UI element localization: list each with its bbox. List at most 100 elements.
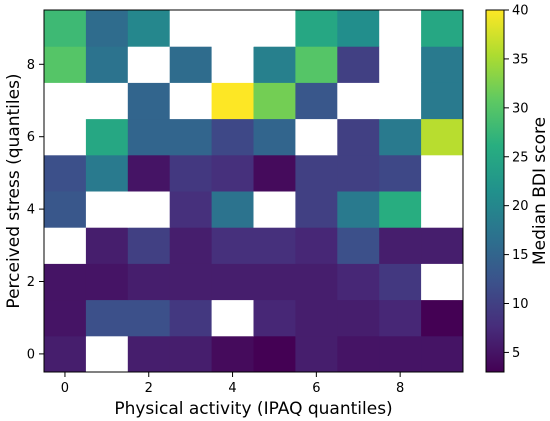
heatmap-cell (253, 335, 296, 373)
heatmap-cell (211, 299, 254, 337)
heatmap-cell (295, 227, 338, 264)
heatmap-cell (44, 82, 87, 120)
x-tick-label: 4 (228, 381, 236, 396)
heatmap-cell (421, 227, 464, 264)
heatmap-cell (421, 46, 464, 83)
colorbar-tick-label: 25 (512, 150, 529, 165)
heatmap-cell (295, 46, 338, 83)
heatmap-cell (169, 191, 213, 228)
heatmap-cell (253, 191, 296, 228)
heatmap-cell (169, 154, 213, 192)
heatmap-cell (337, 10, 380, 47)
heatmap-cell (295, 10, 338, 47)
colorbar (485, 9, 505, 373)
heatmap-cell (211, 263, 254, 301)
heatmap-cell (44, 154, 87, 192)
colorbar-tick-label: 15 (512, 248, 529, 263)
heatmap-cell (253, 46, 296, 83)
heatmap-cell (44, 263, 87, 301)
heatmap-cell (127, 227, 171, 264)
y-tick-label: 0 (27, 347, 35, 362)
colorbar-tick-label: 5 (512, 346, 520, 361)
colorbar-tick-label: 30 (512, 101, 529, 116)
heatmap-cell (379, 10, 422, 47)
heatmap-cell (44, 191, 87, 228)
heatmap-cell (169, 46, 213, 83)
heatmap-cell (337, 299, 380, 337)
heatmap-cell (379, 154, 422, 192)
heatmap-cell (169, 263, 213, 301)
colorbar-tick-label: 20 (512, 199, 529, 214)
y-axis-label: Perceived stress (quantiles) (4, 73, 24, 308)
heatmap-cell (253, 82, 296, 120)
heatmap-cell (127, 46, 171, 83)
x-axis-ticks: 0 2 4 6 8 (61, 372, 404, 396)
heatmap-cell (169, 82, 213, 120)
y-tick-label: 2 (27, 275, 35, 290)
heatmap-cell (337, 154, 380, 192)
heatmap-cells (44, 10, 464, 373)
heatmap-cell (211, 46, 254, 83)
heatmap-cell (379, 299, 422, 337)
heatmap-cell (337, 118, 380, 156)
colorbar-label: Median BDI score (530, 117, 550, 265)
y-tick-label: 4 (27, 203, 35, 218)
heatmap-cell (295, 263, 338, 301)
heatmap-cell (379, 46, 422, 83)
heatmap-cell (127, 263, 171, 301)
plot-frame (43, 9, 464, 373)
heatmap-cell (44, 335, 87, 373)
heatmap-cell (421, 118, 464, 156)
heatmap-cell (253, 299, 296, 337)
x-tick-label: 2 (145, 381, 153, 396)
heatmap-cell (295, 154, 338, 192)
x-tick-label: 8 (396, 381, 404, 396)
heatmap-cell (211, 82, 254, 120)
heatmap-cell (211, 118, 254, 156)
heatmap-cell (127, 299, 171, 337)
heatmap-cell (421, 263, 464, 301)
heatmap-cell (337, 191, 380, 228)
heatmap-cell (127, 10, 171, 47)
heatmap-cell (295, 118, 338, 156)
heatmap-cell (337, 227, 380, 264)
heatmap-cell (253, 118, 296, 156)
heatmap-cell (85, 82, 129, 120)
heatmap-cell (295, 335, 338, 373)
heatmap-cell (44, 118, 87, 156)
heatmap-cell (337, 335, 380, 373)
heatmap-cell (127, 118, 171, 156)
heatmap-cell (85, 10, 129, 47)
heatmap-cell (85, 335, 129, 373)
heatmap-cell (211, 10, 254, 47)
heatmap-cell (85, 118, 129, 156)
heatmap-cell (169, 10, 213, 47)
heatmap-cell (169, 299, 213, 337)
heatmap-cell (85, 46, 129, 83)
heatmap-cell (253, 154, 296, 192)
heatmap-cell (44, 299, 87, 337)
heatmap-cell (44, 10, 87, 47)
heatmap-cell (379, 227, 422, 264)
x-axis-label: Physical activity (IPAQ quantiles) (114, 399, 392, 419)
heatmap-cell (295, 191, 338, 228)
heatmap-cell (421, 299, 464, 337)
heatmap-cell (85, 227, 129, 264)
heatmap-cell (253, 10, 296, 47)
y-tick-label: 6 (27, 130, 35, 145)
heatmap-cell (85, 191, 129, 228)
heatmap-cell (127, 154, 171, 192)
y-tick-label: 8 (27, 58, 35, 73)
colorbar-tick-label: 10 (512, 297, 529, 312)
heatmap-cell (379, 335, 422, 373)
heatmap-cell (44, 46, 87, 83)
heatmap-cell (211, 154, 254, 192)
colorbar-tick-label: 35 (512, 52, 529, 67)
colorbar-ticks: 5 10 15 20 25 30 35 40 (504, 4, 529, 361)
heatmap-cell (85, 263, 129, 301)
heatmap-cell (379, 191, 422, 228)
y-axis-ticks: 0 2 4 6 8 (27, 58, 44, 362)
heatmap-cell (253, 227, 296, 264)
heatmap-cell (127, 335, 171, 373)
